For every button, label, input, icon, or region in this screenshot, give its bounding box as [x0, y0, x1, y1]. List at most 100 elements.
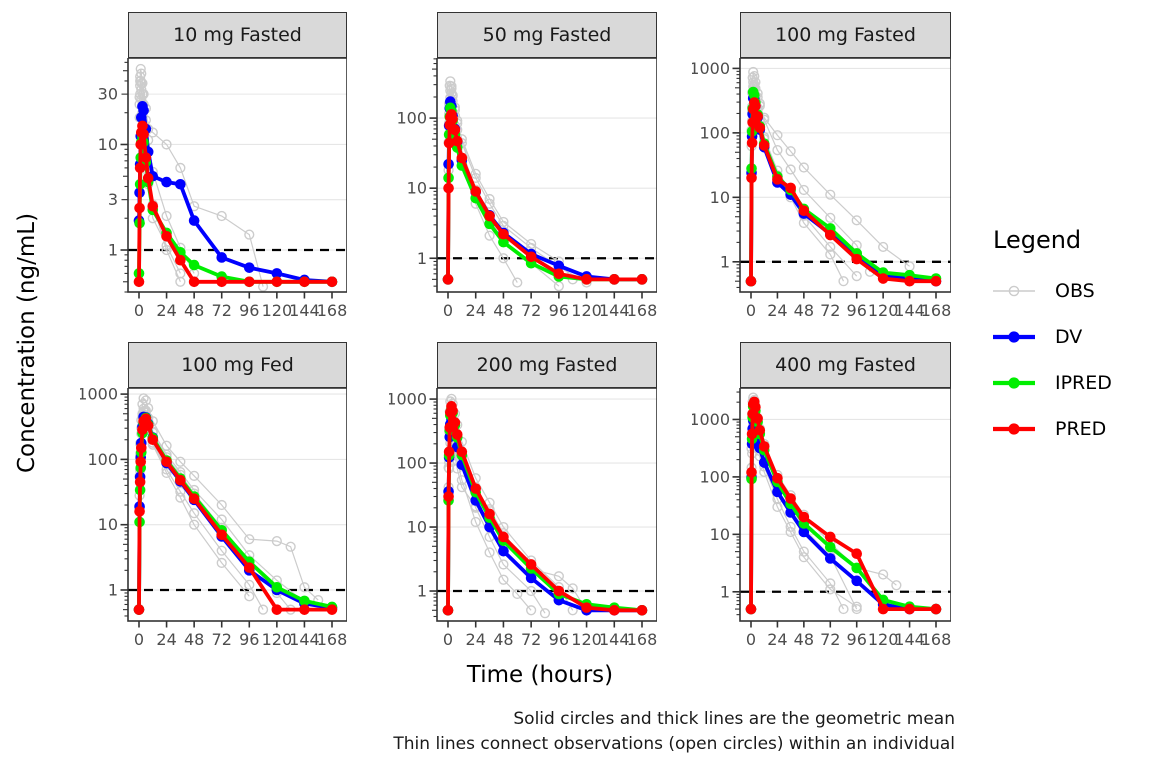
y-tick-label: 100 — [396, 454, 427, 473]
y-tick-label: 10 — [98, 515, 118, 534]
y-tick-label: 10 — [407, 518, 427, 537]
x-tick-label: 48 — [794, 301, 814, 320]
x-tick-label: 0 — [746, 301, 756, 320]
facet-strip: 10 mg Fasted — [128, 12, 347, 58]
x-tick-label: 168 — [627, 630, 657, 649]
x-tick-label: 144 — [289, 630, 320, 649]
figure-caption: Solid circles and thick lines are the ge… — [393, 707, 955, 757]
y-tick-label: 1 — [417, 582, 427, 601]
y-tick-label: 1000 — [692, 410, 730, 429]
x-tick-label: 144 — [599, 301, 630, 320]
y-tick-label: 1000 — [389, 390, 427, 409]
x-tick-label: 48 — [493, 630, 513, 649]
facet-strip: 50 mg Fasted — [437, 12, 657, 58]
x-tick-label: 0 — [443, 630, 453, 649]
x-tick-label: 96 — [847, 630, 867, 649]
series-layer — [740, 392, 951, 615]
legend-label: PRED — [1055, 418, 1107, 440]
y-axis-title: Concentration (ng/mL) — [14, 212, 40, 474]
x-tick-label: 24 — [156, 301, 176, 320]
legend-item-dv: DV — [991, 314, 1112, 360]
y-tick-label: 100 — [87, 450, 118, 469]
x-tick-label: 96 — [847, 301, 867, 320]
y-tick-label: 10 — [98, 135, 118, 154]
y-tick-label: 1 — [720, 252, 730, 271]
facet-strip: 400 mg Fasted — [740, 342, 951, 388]
x-tick-label: 0 — [443, 301, 453, 320]
y-tick-label: 10 — [710, 525, 730, 544]
x-tick-label: 168 — [921, 301, 951, 320]
legend-item-pred: PRED — [991, 406, 1112, 452]
x-tick-label: 48 — [493, 301, 513, 320]
y-tick-label: 1000 — [80, 388, 118, 404]
legend-item-ipred: IPRED — [991, 360, 1112, 406]
panel-200-mg-fasted: 200 mg Fasted 1000 100 10 1 0 24 48 72 96 120 144 16… — [389, 342, 657, 651]
x-tick-label: 144 — [894, 301, 925, 320]
facet-strip: 100 mg Fasted — [740, 12, 951, 58]
obs-key-icon — [993, 285, 1035, 297]
ipred-key-icon — [993, 377, 1035, 389]
facet-strip: 100 mg Fed — [128, 342, 347, 388]
y-tick-label: 30 — [98, 85, 118, 104]
x-tick-label: 96 — [549, 301, 569, 320]
y-tick-label: 1 — [417, 249, 427, 268]
dv-key-icon — [993, 331, 1035, 343]
x-tick-label: 120 — [571, 301, 602, 320]
x-tick-label: 48 — [184, 301, 204, 320]
x-tick-label: 72 — [820, 630, 840, 649]
x-tick-label: 0 — [746, 630, 756, 649]
y-tick-label: 100 — [699, 123, 730, 142]
caption-line-2: Thin lines connect observations (open ci… — [393, 734, 955, 754]
series-layer — [437, 76, 657, 292]
x-tick-label: 48 — [794, 630, 814, 649]
series-layer — [128, 63, 347, 292]
x-tick-label: 24 — [466, 301, 486, 320]
x-tick-label: 120 — [868, 630, 899, 649]
x-tick-label: 72 — [521, 301, 541, 320]
x-tick-label: 24 — [156, 630, 176, 649]
facet-strip: 200 mg Fasted — [437, 342, 657, 388]
panel-400-mg-fasted: 400 mg Fasted 1000 100 10 1 0 24 48 72 96 120 144 16… — [692, 342, 951, 651]
x-tick-label: 168 — [317, 630, 347, 649]
legend: Legend OBS DV IPRED PRED — [991, 226, 1112, 452]
y-tick-label: 100 — [699, 467, 730, 486]
x-tick-label: 24 — [767, 630, 787, 649]
legend-item-obs: OBS — [991, 268, 1112, 314]
y-tick-label: 3 — [108, 190, 118, 209]
x-tick-label: 72 — [820, 301, 840, 320]
series-layer — [740, 66, 951, 287]
legend-label: IPRED — [1055, 372, 1112, 394]
x-tick-label: 96 — [549, 630, 569, 649]
series-layer — [437, 393, 657, 619]
x-tick-label: 144 — [599, 630, 630, 649]
x-tick-label: 120 — [262, 630, 293, 649]
y-tick-label: 1 — [108, 241, 118, 260]
x-tick-label: 144 — [289, 301, 320, 320]
x-tick-label: 0 — [134, 301, 144, 320]
caption-line-1: Solid circles and thick lines are the ge… — [513, 709, 955, 729]
x-tick-label: 24 — [466, 630, 486, 649]
x-tick-label: 96 — [239, 301, 259, 320]
x-tick-label: 168 — [317, 301, 347, 320]
x-tick-label: 96 — [239, 630, 259, 649]
panel-100-mg-fasted: 100 mg Fasted 1000 100 10 1 0 24 48 72 96 120 144 16… — [692, 12, 951, 322]
y-tick-label: 1000 — [692, 59, 730, 78]
legend-label: DV — [1055, 326, 1083, 348]
x-tick-label: 24 — [767, 301, 787, 320]
y-tick-label: 10 — [407, 179, 427, 198]
legend-title: Legend — [993, 226, 1082, 254]
x-tick-label: 120 — [262, 301, 293, 320]
y-tick-label: 1 — [720, 582, 730, 601]
x-tick-label: 120 — [868, 301, 899, 320]
y-tick-label: 100 — [396, 109, 427, 128]
x-tick-label: 72 — [212, 630, 232, 649]
x-tick-label: 72 — [212, 301, 232, 320]
panel-100-mg-fed: 100 mg Fed 1000 100 10 1 0 24 48 72 96 120 144 168 — [80, 342, 347, 651]
panel-50-mg-fasted: 50 mg Fasted 100 10 1 0 24 48 72 96 120 144 168 — [389, 12, 657, 322]
